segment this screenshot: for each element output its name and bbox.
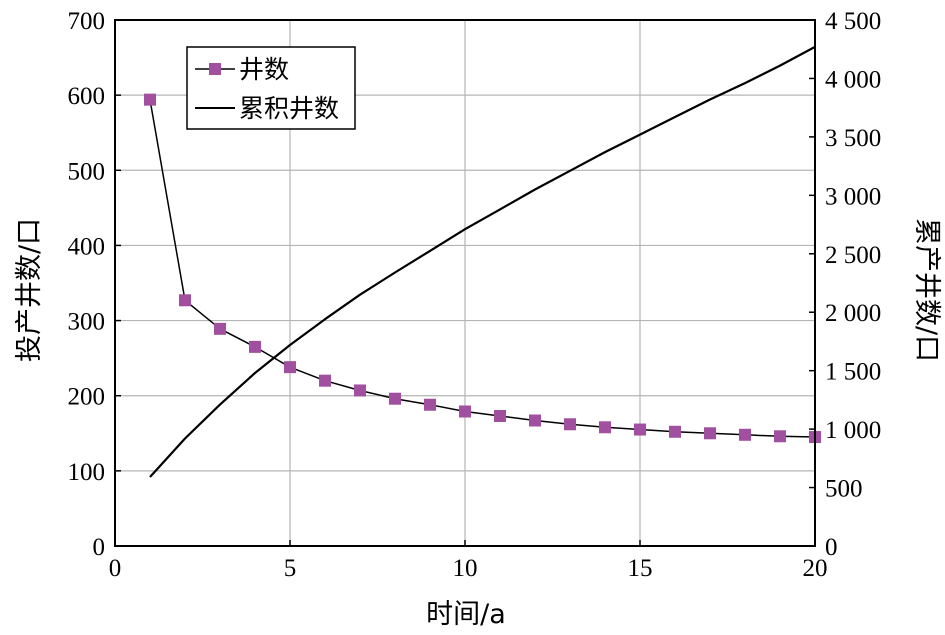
x-tick-label-3: 15 bbox=[628, 555, 653, 582]
x-tick-label-1: 5 bbox=[284, 555, 297, 582]
data-point-0-1 bbox=[179, 294, 191, 307]
left-y-tick-label-0: 0 bbox=[93, 534, 106, 561]
right-y-axis-ticks: 0 500 1 000 1 500 2 000 2 500 3 000 3 500 4 000 4… bbox=[809, 8, 881, 561]
data-point-0-7 bbox=[389, 392, 401, 405]
x-tick-label-2: 10 bbox=[453, 555, 478, 582]
left-y-tick-label-6: 600 bbox=[68, 83, 106, 110]
right-y-tick-label-3: 1 500 bbox=[825, 359, 881, 386]
x-axis-title: 时间/a bbox=[426, 599, 506, 630]
data-point-0-2 bbox=[214, 322, 226, 335]
data-point-0-12 bbox=[564, 418, 576, 431]
legend: 井数 累积井数 bbox=[186, 46, 356, 130]
x-tick-label-4: 20 bbox=[803, 555, 828, 582]
left-y-axis-ticks: 0 100 200 300 400 500 600 700 bbox=[68, 8, 121, 561]
data-point-0-11 bbox=[529, 414, 541, 427]
data-point-0-5 bbox=[319, 374, 331, 387]
left-y-axis-title: 投产井数/口 bbox=[14, 218, 45, 362]
left-y-tick-label-4: 400 bbox=[68, 233, 106, 260]
legend-marker-wells bbox=[209, 63, 221, 75]
left-y-tick-label-5: 500 bbox=[68, 158, 106, 185]
right-y-tick-label-8: 4 000 bbox=[825, 66, 881, 93]
left-y-tick-label-1: 100 bbox=[68, 459, 106, 486]
data-point-0-18 bbox=[774, 430, 786, 443]
right-y-tick-label-2: 1 000 bbox=[825, 417, 881, 444]
data-point-0-14 bbox=[634, 423, 646, 436]
data-point-0-10 bbox=[494, 410, 506, 423]
data-point-0-0 bbox=[144, 93, 156, 106]
series-line-1 bbox=[149, 45, 816, 478]
right-y-tick-label-0: 0 bbox=[825, 534, 838, 561]
legend-label-cumulative: 累积井数 bbox=[239, 94, 339, 123]
series-line-0 bbox=[149, 99, 816, 438]
data-point-0-4 bbox=[284, 361, 296, 374]
data-point-0-8 bbox=[424, 398, 436, 411]
legend-label-wells: 井数 bbox=[239, 55, 289, 84]
grid bbox=[115, 20, 815, 546]
legend-box bbox=[186, 46, 356, 130]
data-point-0-9 bbox=[459, 405, 471, 418]
data-point-0-17 bbox=[739, 428, 751, 441]
right-y-tick-label-4: 2 000 bbox=[825, 300, 881, 327]
data-point-0-16 bbox=[704, 427, 716, 440]
x-tick-label-0: 0 bbox=[109, 555, 122, 582]
data-point-0-3 bbox=[249, 340, 261, 353]
left-y-tick-label-3: 300 bbox=[68, 309, 106, 336]
data-point-0-6 bbox=[354, 384, 366, 397]
series-layer bbox=[144, 45, 821, 478]
x-axis-ticks: 0 5 10 15 20 bbox=[109, 540, 828, 582]
right-y-tick-label-1: 500 bbox=[825, 476, 863, 503]
right-y-tick-label-6: 3 000 bbox=[825, 183, 881, 210]
data-point-0-13 bbox=[599, 421, 611, 434]
right-y-tick-label-9: 4 500 bbox=[825, 8, 881, 35]
right-y-tick-label-5: 2 500 bbox=[825, 242, 881, 269]
left-y-tick-label-7: 700 bbox=[68, 8, 106, 35]
left-y-tick-label-2: 200 bbox=[68, 384, 106, 411]
data-point-0-15 bbox=[669, 425, 681, 438]
right-y-axis-title: 累产井数/口 bbox=[911, 218, 942, 362]
right-y-tick-label-7: 3 500 bbox=[825, 125, 881, 152]
